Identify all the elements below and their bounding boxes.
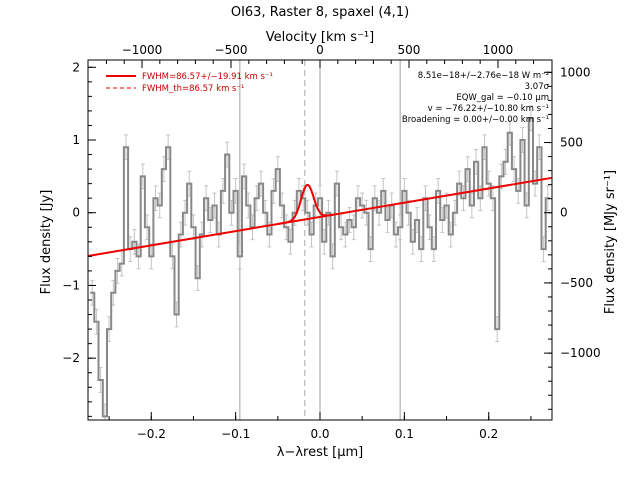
right-tick-label: 0 <box>560 206 568 220</box>
legend: FWHM=86.57+/−19.91 km s⁻¹ FWHM_th=86.57 k… <box>106 72 273 94</box>
fit-annotation: 8.51e−18+/−2.76e−18 W m⁻² <box>418 71 549 81</box>
legend-label: FWHM=86.57+/−19.91 km s⁻¹ <box>142 72 273 82</box>
fit-annotation: EQW_gal = −0.10 μm <box>456 93 549 103</box>
fit-annotation: Broadening = 0.00+/−0.00 km s⁻¹ <box>402 115 549 125</box>
y-tick-label: 2 <box>72 60 80 74</box>
y-tick-label: 1 <box>72 133 80 147</box>
y-tick-label: −1 <box>62 278 80 292</box>
x-axis-label: λ−λrest [μm] <box>277 445 363 460</box>
y-tick-label: −2 <box>62 351 80 365</box>
top-tick-label: 500 <box>398 43 421 57</box>
x-tick-label: 0.0 <box>310 427 329 441</box>
y-axis-label: Flux density [Jy] <box>39 190 54 295</box>
top-tick-label: 0 <box>316 43 324 57</box>
right-tick-label: −1000 <box>560 346 601 360</box>
y-tick-label: 0 <box>72 206 80 220</box>
fit-annotation: 3.07σ <box>525 82 550 92</box>
right-axis-label: Flux density [MJy sr⁻¹] <box>603 170 618 314</box>
gaussian-fit-line <box>277 183 337 225</box>
right-tick-label: 1000 <box>560 65 591 79</box>
x-tick-label: 0.1 <box>395 427 414 441</box>
top-tick-label: −1000 <box>122 43 163 57</box>
x-tick-label: −0.2 <box>137 427 166 441</box>
top-tick-label: 1000 <box>483 43 514 57</box>
plot-area: −0.2 −0.1 0.0 0.1 0.2 −2 −1 0 1 2 −1000 −500 0 500 100… <box>62 43 600 441</box>
spectrum-step-line <box>90 117 550 418</box>
continuum-fit-line <box>87 176 553 257</box>
top-tick-label: −500 <box>215 43 248 57</box>
x-tick-label: 0.2 <box>479 427 498 441</box>
chart-title: OI63, Raster 8, spaxel (4,1) <box>231 5 409 20</box>
fit-annotation: v = −76.22+/−10.80 km s⁻¹ <box>428 104 549 114</box>
x-tick-label: −0.1 <box>221 427 250 441</box>
legend-label: FWHM_th=86.57 km s⁻¹ <box>142 84 244 94</box>
top-axis-label: Velocity [km s⁻¹] <box>266 30 374 45</box>
right-tick-label: 500 <box>560 136 583 150</box>
right-tick-label: −500 <box>560 276 593 290</box>
